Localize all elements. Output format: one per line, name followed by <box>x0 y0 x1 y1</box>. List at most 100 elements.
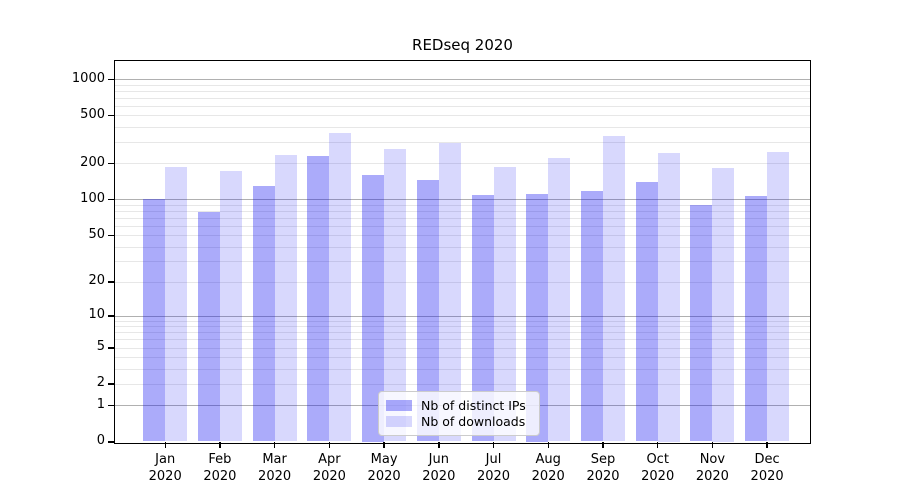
x-tick-sep <box>602 441 604 448</box>
y-tick-200 <box>108 162 114 165</box>
bar-distinct-ips-aug <box>526 193 549 442</box>
bar-downloads-mar <box>274 154 297 442</box>
y-tick-1 <box>108 404 114 407</box>
gridline-10 <box>115 315 810 317</box>
legend-swatch-downloads <box>386 416 412 427</box>
y-tick-5 <box>108 347 114 349</box>
bar-distinct-ips-jun <box>416 179 439 442</box>
gridline-400 <box>115 127 810 129</box>
gridline-6 <box>115 339 810 341</box>
x-tick-oct <box>656 441 659 448</box>
y-tick-label-1000: 1000 <box>71 70 105 86</box>
bar-downloads-oct <box>657 152 680 442</box>
y-tick-500 <box>108 114 114 117</box>
bar-distinct-ips-feb <box>197 212 220 442</box>
legend-item-downloads: Nb of downloads <box>386 414 531 429</box>
bar-distinct-ips-dec <box>745 195 768 442</box>
bar-downloads-may <box>384 149 407 442</box>
gridline-1000 <box>115 79 810 81</box>
gridline-4 <box>115 357 810 359</box>
gridline-200 <box>115 163 810 165</box>
x-tick-label-mar: Mar 2020 <box>258 451 292 484</box>
x-tick-may <box>383 441 385 448</box>
gridline-8 <box>115 326 810 328</box>
y-tick-label-500: 500 <box>80 106 105 122</box>
gridline-5 <box>115 347 810 349</box>
gridline-9 <box>115 320 810 322</box>
bar-distinct-ips-jul <box>471 195 494 442</box>
plot-area: 1000 500 200 100 50 20 10 5 2 1 0 Jan 2020 Feb 2020 Mar… <box>72 60 811 484</box>
legend-item-distinct-ips: Nb of distinct IPs <box>386 398 531 413</box>
legend-label: Nb of downloads <box>421 414 526 429</box>
bar-distinct-ips-apr <box>307 155 330 442</box>
bar-downloads-aug <box>548 157 571 442</box>
gridline-300 <box>115 142 810 144</box>
gridline-600 <box>115 105 810 107</box>
bar-distinct-ips-mar <box>252 185 275 442</box>
gridline-2 <box>115 383 810 385</box>
y-tick-label-200: 200 <box>80 154 105 170</box>
y-tick-label-2: 2 <box>96 375 105 391</box>
bar-distinct-ips-nov <box>690 204 713 442</box>
gridline-900 <box>115 84 810 86</box>
y-tick-1000 <box>108 78 114 81</box>
x-tick-jul <box>492 441 495 448</box>
bar-distinct-ips-oct <box>635 182 658 442</box>
x-tick-label-jun: Jun 2020 <box>422 451 456 484</box>
x-tick-nov <box>711 441 714 448</box>
x-tick-apr <box>328 441 331 448</box>
x-tick-label-aug: Aug 2020 <box>531 451 565 484</box>
bar-downloads-apr <box>329 132 352 442</box>
x-tick-jun <box>438 441 440 448</box>
y-tick-label-10: 10 <box>88 307 105 323</box>
x-tick-feb <box>219 441 221 448</box>
y-tick-label-0: 0 <box>96 433 105 448</box>
y-tick-2 <box>108 383 114 385</box>
y-tick-10 <box>108 315 114 317</box>
bar-distinct-ips-jan <box>143 199 166 442</box>
gridline-60 <box>115 225 810 227</box>
y-tick-0 <box>108 441 114 443</box>
y-tick-label-5: 5 <box>96 339 105 354</box>
bar-downloads-sep <box>603 136 625 442</box>
bar-downloads-jan <box>165 166 188 442</box>
legend-label: Nb of distinct IPs <box>421 398 526 413</box>
legend-swatch-distinct-ips <box>386 400 412 411</box>
gridline-100 <box>115 199 810 201</box>
gridline-7 <box>115 332 810 334</box>
bar-downloads-jun <box>438 143 461 442</box>
x-tick-label-sep: Sep 2020 <box>586 451 620 484</box>
y-tick-label-20: 20 <box>88 273 105 289</box>
gridline-80 <box>115 211 810 212</box>
bar-downloads-nov <box>712 168 735 442</box>
x-tick-dec <box>766 441 768 448</box>
bar-downloads-jul <box>493 167 516 442</box>
x-tick-label-nov: Nov 2020 <box>695 451 729 484</box>
bar-downloads-feb <box>219 171 242 442</box>
chart-title: REDseq 2020 <box>412 36 513 54</box>
gridline-90 <box>115 204 810 206</box>
x-tick-label-feb: Feb 2020 <box>203 451 237 484</box>
gridline-30 <box>115 261 810 263</box>
gridline-3 <box>115 368 810 370</box>
gridline-700 <box>115 97 810 99</box>
gridline-70 <box>115 217 810 219</box>
bar-distinct-ips-may <box>362 175 385 442</box>
bar-downloads-dec <box>767 151 790 442</box>
x-tick-mar <box>273 441 276 448</box>
x-tick-aug <box>547 441 549 448</box>
x-tick-label-dec: Dec 2020 <box>750 451 784 484</box>
legend: Nb of distinct IPs Nb of downloads <box>378 391 540 436</box>
gridline-800 <box>115 90 810 92</box>
y-tick-100 <box>108 198 114 201</box>
x-tick-label-apr: Apr 2020 <box>312 451 346 484</box>
gridline-50 <box>115 235 810 237</box>
y-tick-label-50: 50 <box>88 226 105 242</box>
bar-distinct-ips-sep <box>581 191 603 442</box>
x-tick-label-jan: Jan 2020 <box>148 451 182 484</box>
y-tick-50 <box>108 234 114 237</box>
x-tick-label-jul: Jul 2020 <box>476 451 511 484</box>
y-tick-20 <box>108 281 114 283</box>
y-tick-label-100: 100 <box>80 190 105 206</box>
